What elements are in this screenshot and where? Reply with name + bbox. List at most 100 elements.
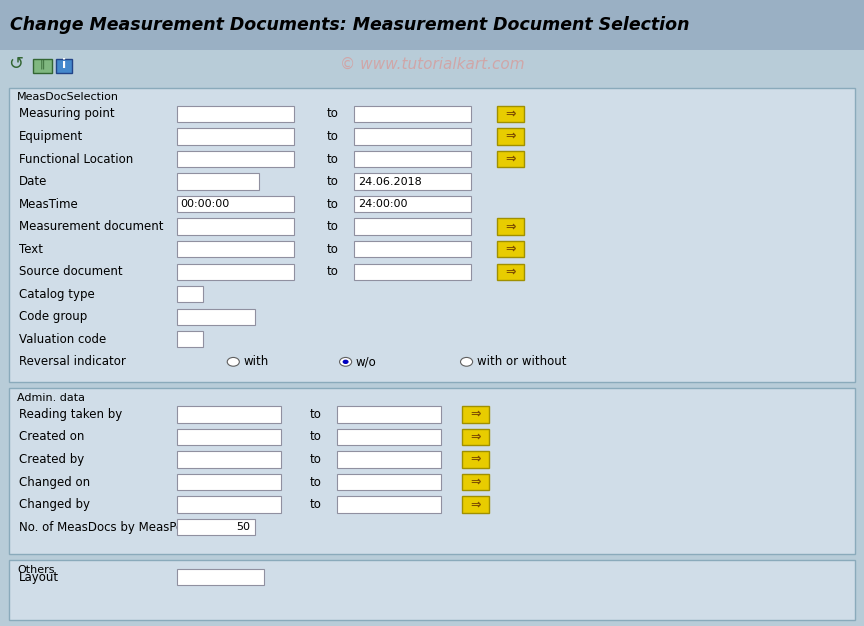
FancyBboxPatch shape [497, 241, 524, 257]
FancyBboxPatch shape [497, 128, 524, 145]
Text: Change Measurement Documents: Measurement Document Selection: Change Measurement Documents: Measuremen… [10, 16, 689, 34]
Text: Valuation code: Valuation code [19, 333, 106, 346]
FancyBboxPatch shape [462, 451, 489, 468]
FancyBboxPatch shape [177, 309, 255, 325]
FancyBboxPatch shape [337, 406, 441, 423]
Text: Source document: Source document [19, 265, 123, 278]
Text: to: to [327, 198, 339, 210]
FancyBboxPatch shape [462, 429, 489, 445]
Text: Functional Location: Functional Location [19, 153, 133, 165]
FancyBboxPatch shape [0, 0, 864, 50]
Text: MeasTime: MeasTime [19, 198, 79, 210]
Text: 00:00:00: 00:00:00 [181, 199, 230, 209]
FancyBboxPatch shape [33, 59, 52, 73]
Text: to: to [327, 175, 339, 188]
FancyBboxPatch shape [177, 451, 281, 468]
FancyBboxPatch shape [497, 151, 524, 167]
Text: ⇒: ⇒ [470, 498, 481, 511]
Text: ⇒: ⇒ [470, 431, 481, 443]
Text: to: to [327, 243, 339, 255]
Text: ↺: ↺ [8, 55, 23, 73]
FancyBboxPatch shape [177, 406, 281, 423]
FancyBboxPatch shape [177, 331, 203, 347]
FancyBboxPatch shape [497, 218, 524, 235]
FancyBboxPatch shape [337, 496, 441, 513]
Text: ⇒: ⇒ [505, 265, 516, 278]
FancyBboxPatch shape [177, 569, 264, 585]
Text: i: i [62, 58, 66, 71]
Text: Reversal indicator: Reversal indicator [19, 356, 126, 368]
Text: © www.tutorialkart.com: © www.tutorialkart.com [340, 57, 524, 71]
Text: No. of MeasDocs by MeasPoint: No. of MeasDocs by MeasPoint [19, 521, 199, 533]
FancyBboxPatch shape [462, 474, 489, 490]
FancyBboxPatch shape [337, 474, 441, 490]
FancyBboxPatch shape [354, 241, 471, 257]
Text: with: with [244, 356, 269, 368]
Text: to: to [309, 453, 321, 466]
Text: Created on: Created on [19, 431, 85, 443]
FancyBboxPatch shape [177, 519, 255, 535]
Text: Changed by: Changed by [19, 498, 90, 511]
FancyBboxPatch shape [462, 496, 489, 513]
Text: Code group: Code group [19, 310, 87, 323]
Text: to: to [327, 108, 339, 120]
FancyBboxPatch shape [177, 429, 281, 445]
Text: Reading taken by: Reading taken by [19, 408, 123, 421]
Circle shape [342, 360, 349, 364]
FancyBboxPatch shape [497, 106, 524, 122]
Circle shape [340, 357, 352, 366]
FancyBboxPatch shape [354, 151, 471, 167]
FancyBboxPatch shape [9, 560, 855, 620]
Text: Others: Others [17, 565, 54, 575]
Text: Date: Date [19, 175, 48, 188]
Text: ⇒: ⇒ [505, 153, 516, 165]
FancyBboxPatch shape [9, 88, 855, 382]
Text: Equipment: Equipment [19, 130, 83, 143]
Text: w/o: w/o [356, 356, 377, 368]
Text: Created by: Created by [19, 453, 85, 466]
Text: to: to [309, 408, 321, 421]
FancyBboxPatch shape [337, 429, 441, 445]
Text: ⇒: ⇒ [505, 130, 516, 143]
Text: to: to [327, 130, 339, 143]
FancyBboxPatch shape [56, 59, 72, 73]
Text: ‖: ‖ [40, 59, 45, 69]
Text: ⇒: ⇒ [505, 220, 516, 233]
Text: ⇒: ⇒ [505, 108, 516, 120]
Text: ⇒: ⇒ [505, 243, 516, 255]
FancyBboxPatch shape [177, 264, 294, 280]
Text: ⇒: ⇒ [470, 453, 481, 466]
FancyBboxPatch shape [497, 264, 524, 280]
Text: Measuring point: Measuring point [19, 108, 115, 120]
Text: to: to [309, 431, 321, 443]
Text: Catalog type: Catalog type [19, 288, 95, 300]
FancyBboxPatch shape [177, 128, 294, 145]
FancyBboxPatch shape [177, 173, 258, 190]
FancyBboxPatch shape [177, 106, 294, 122]
Circle shape [461, 357, 473, 366]
Text: Admin. data: Admin. data [17, 393, 86, 403]
Text: MeasDocSelection: MeasDocSelection [17, 92, 119, 102]
Text: 24:00:00: 24:00:00 [358, 199, 407, 209]
FancyBboxPatch shape [177, 196, 294, 212]
FancyBboxPatch shape [354, 106, 471, 122]
Text: to: to [309, 498, 321, 511]
Text: to: to [327, 220, 339, 233]
FancyBboxPatch shape [354, 218, 471, 235]
Text: ⇒: ⇒ [470, 476, 481, 488]
Text: with or without: with or without [477, 356, 567, 368]
FancyBboxPatch shape [354, 173, 471, 190]
FancyBboxPatch shape [354, 264, 471, 280]
FancyBboxPatch shape [177, 151, 294, 167]
Text: 24.06.2018: 24.06.2018 [358, 177, 422, 187]
Text: Changed on: Changed on [19, 476, 90, 488]
Text: Measurement document: Measurement document [19, 220, 163, 233]
Text: Layout: Layout [19, 571, 59, 583]
FancyBboxPatch shape [337, 451, 441, 468]
FancyBboxPatch shape [0, 50, 864, 78]
FancyBboxPatch shape [177, 241, 294, 257]
Circle shape [227, 357, 239, 366]
FancyBboxPatch shape [462, 406, 489, 423]
FancyBboxPatch shape [354, 128, 471, 145]
Text: Text: Text [19, 243, 43, 255]
